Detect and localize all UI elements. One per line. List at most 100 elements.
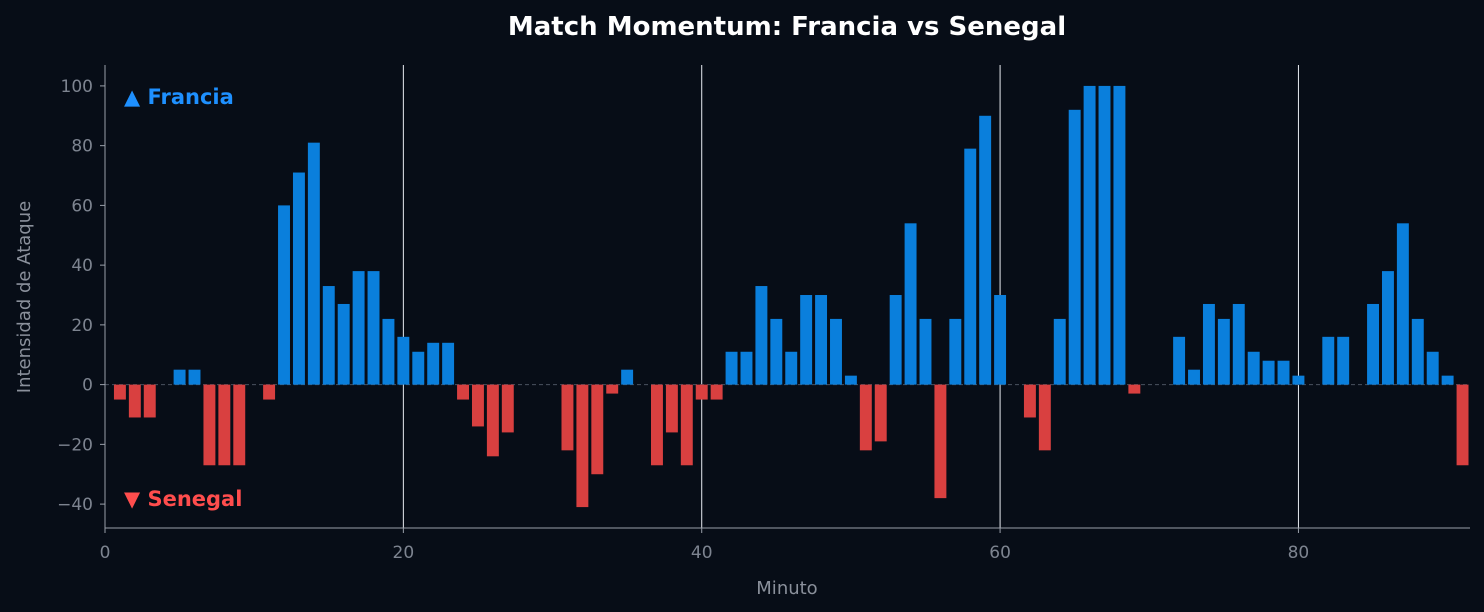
bar-minute-55 — [919, 318, 932, 385]
y-tick-label: 100 — [61, 77, 93, 97]
bar-minute-31 — [561, 384, 574, 451]
bar-minute-79 — [1277, 360, 1290, 385]
bar-minute-66 — [1083, 85, 1096, 385]
bar-minute-78 — [1262, 360, 1275, 385]
bar-minute-65 — [1068, 109, 1081, 385]
x-tick-label: 60 — [989, 543, 1011, 563]
bar-minute-19 — [382, 318, 395, 385]
y-axis-label: Intensidad de Ataque — [14, 201, 35, 393]
chart-title: Match Momentum: Francia vs Senegal — [508, 12, 1066, 42]
bar-minute-75 — [1217, 318, 1230, 385]
bar-minute-52 — [874, 384, 887, 442]
bar-minute-73 — [1188, 369, 1200, 385]
bar-minute-88 — [1411, 318, 1424, 385]
x-ticks: 0 20 40 60 80 — [100, 528, 1310, 563]
x-tick-label: 20 — [393, 543, 415, 563]
bar-minute-51 — [859, 384, 872, 451]
bar-minute-74 — [1202, 303, 1215, 385]
bar-minute-43 — [740, 351, 753, 385]
y-tick-label: 20 — [71, 316, 93, 336]
bar-minute-48 — [815, 295, 828, 385]
bar-minute-68 — [1113, 85, 1126, 385]
bar-minute-14 — [307, 142, 320, 385]
bar-minute-59 — [979, 115, 992, 385]
y-tick-label: −20 — [57, 435, 93, 455]
bar-minute-23 — [442, 342, 455, 385]
bar-minute-34 — [606, 384, 619, 394]
bar-minute-40 — [695, 384, 708, 400]
bar-minute-89 — [1426, 351, 1439, 385]
bar-minute-49 — [830, 318, 842, 385]
bar-minute-26 — [486, 384, 499, 457]
bar-minute-53 — [889, 295, 902, 385]
bar-minute-17 — [352, 271, 365, 385]
bar-minute-86 — [1381, 271, 1394, 385]
bar-minute-3 — [143, 384, 156, 418]
bar-minute-63 — [1038, 384, 1051, 451]
bar-minute-27 — [501, 384, 514, 433]
bar-minute-76 — [1232, 303, 1245, 385]
bar-minute-87 — [1396, 223, 1409, 385]
x-tick-label: 80 — [1288, 543, 1310, 563]
bar-minute-5 — [173, 369, 186, 385]
bar-minute-12 — [278, 205, 290, 385]
bar-minute-20 — [397, 336, 410, 385]
bar-minute-25 — [471, 384, 484, 427]
y-tick-label: 80 — [71, 137, 93, 157]
bar-minute-90 — [1441, 375, 1454, 385]
bar-minute-11 — [263, 384, 276, 400]
bar-minute-18 — [367, 271, 380, 385]
half-lines — [402, 65, 1299, 528]
bar-minute-33 — [591, 384, 604, 475]
bar-minute-56 — [934, 384, 947, 499]
bar-minute-37 — [651, 384, 663, 466]
x-tick-label: 0 — [100, 543, 111, 563]
francia-label: ▲ Francia — [124, 85, 234, 109]
bar-minute-91 — [1456, 384, 1469, 466]
bar-minute-42 — [725, 351, 738, 385]
bar-minute-60 — [994, 295, 1007, 385]
y-tick-label: −40 — [57, 495, 93, 515]
bar-minute-15 — [322, 286, 335, 385]
y-tick-label: 60 — [71, 196, 93, 216]
x-tick-label: 40 — [691, 543, 713, 563]
bar-minute-13 — [292, 172, 305, 385]
bar-minute-41 — [710, 384, 723, 400]
bar-minute-69 — [1128, 384, 1141, 394]
momentum-bars — [113, 85, 1469, 508]
bar-minute-21 — [412, 351, 425, 385]
y-tick-label: 0 — [82, 376, 93, 396]
bar-minute-22 — [427, 342, 440, 385]
bar-minute-7 — [203, 384, 216, 466]
bar-minute-72 — [1173, 336, 1186, 385]
bar-minute-64 — [1053, 318, 1066, 385]
bar-minute-35 — [621, 369, 634, 385]
bar-minute-44 — [755, 286, 768, 385]
bar-minute-24 — [457, 384, 469, 400]
bar-minute-38 — [665, 384, 678, 433]
y-ticks: −40 −20 0 20 40 60 80 100 — [57, 77, 105, 515]
senegal-label: ▼ Senegal — [124, 487, 242, 511]
bar-minute-82 — [1322, 336, 1335, 385]
bar-minute-80 — [1292, 375, 1305, 385]
bar-minute-77 — [1247, 351, 1260, 385]
bar-minute-58 — [964, 148, 977, 385]
bar-minute-32 — [576, 384, 589, 508]
bar-minute-83 — [1337, 336, 1350, 385]
y-tick-label: 40 — [71, 256, 93, 276]
bar-minute-9 — [233, 384, 246, 466]
bar-minute-54 — [904, 223, 917, 385]
bar-minute-16 — [337, 303, 350, 385]
bar-minute-67 — [1098, 85, 1111, 385]
bar-minute-39 — [680, 384, 693, 466]
bar-minute-46 — [785, 351, 798, 385]
bar-minute-8 — [218, 384, 231, 466]
bar-minute-85 — [1367, 303, 1379, 385]
bar-minute-57 — [949, 318, 962, 385]
x-axis-label: Minuto — [756, 578, 817, 599]
bar-minute-6 — [188, 369, 201, 385]
bar-minute-50 — [844, 375, 857, 385]
bar-minute-1 — [113, 384, 126, 400]
bar-minute-2 — [128, 384, 141, 418]
